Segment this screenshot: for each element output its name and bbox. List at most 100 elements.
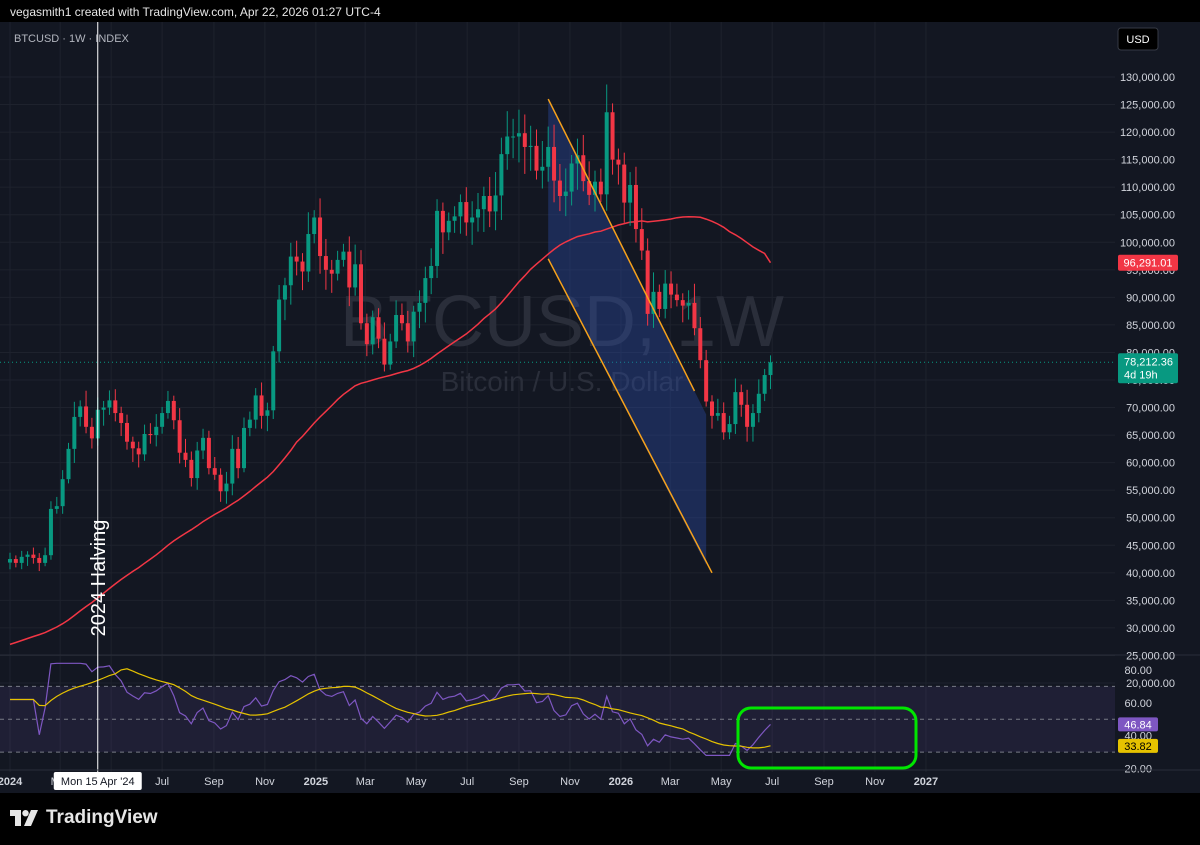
candle[interactable] [452,206,457,233]
candle[interactable] [756,379,761,423]
candle[interactable] [423,266,428,323]
candle[interactable] [516,109,521,163]
candle[interactable] [48,501,53,560]
candle[interactable] [604,84,609,211]
candle[interactable] [318,198,323,274]
candle[interactable] [253,388,258,429]
candle[interactable] [113,389,118,422]
candle[interactable] [142,424,147,461]
candle[interactable] [651,272,656,328]
candle[interactable] [639,208,644,260]
candle[interactable] [733,378,738,434]
candle[interactable] [476,192,480,232]
candle[interactable] [645,238,650,326]
candle[interactable] [125,414,129,450]
candle[interactable] [505,111,510,170]
candle[interactable] [136,441,141,468]
chart-area[interactable]: BTCUSD, 1W Bitcoin / U.S. Dollar 2024 Ha… [0,22,1200,793]
candle[interactable] [271,345,276,420]
candle[interactable] [745,389,750,442]
candle[interactable] [165,390,170,419]
candle[interactable] [417,290,422,329]
candle[interactable] [54,496,59,514]
candle[interactable] [674,283,679,307]
candle[interactable] [212,456,217,480]
currency-button[interactable]: USD [1126,34,1149,46]
candle[interactable] [710,395,714,429]
candle[interactable] [37,553,42,572]
halving-marker[interactable]: 2024 Halving [88,22,110,772]
candle[interactable] [692,283,697,336]
candle[interactable] [347,236,352,307]
candle[interactable] [195,441,200,490]
candle[interactable] [563,168,568,217]
candle[interactable] [388,333,393,370]
candle[interactable] [680,293,685,323]
candle[interactable] [201,428,206,460]
candle[interactable] [470,201,475,245]
candle[interactable] [721,402,726,440]
candle[interactable] [587,161,592,206]
price-axis[interactable]: 20,000.00 25,000.00 30,000.00 35,000.00 40,0… [1118,72,1178,690]
candle[interactable] [323,238,328,290]
candle[interactable] [493,172,498,231]
candle[interactable] [628,172,633,226]
candle[interactable] [370,310,375,355]
candle[interactable] [277,284,282,363]
candle[interactable] [236,437,241,479]
rsi-highlight-box[interactable] [736,706,918,770]
candle[interactable] [727,415,732,440]
rsi-pane[interactable] [0,662,1115,770]
candles[interactable] [8,84,773,572]
candle[interactable] [224,471,229,504]
candle[interactable] [107,390,112,415]
candle[interactable] [704,349,709,407]
candle[interactable] [183,438,188,468]
candle[interactable] [616,148,621,185]
candle[interactable] [130,436,135,463]
channel-upper-line[interactable] [547,98,696,392]
candle[interactable] [698,316,703,369]
candle[interactable] [657,284,662,318]
tradingview-logo[interactable]: TradingView [10,807,158,829]
candle[interactable] [359,250,363,330]
candle[interactable] [119,406,124,436]
candle[interactable] [534,129,539,180]
candle[interactable] [259,382,264,429]
candle[interactable] [171,395,176,430]
candle[interactable] [160,406,165,434]
candle[interactable] [382,322,387,372]
candle[interactable] [750,404,755,442]
channel-lower-line[interactable] [547,258,713,574]
candle[interactable] [768,355,773,390]
candle[interactable] [481,186,486,232]
candle[interactable] [19,550,24,570]
candle[interactable] [84,390,89,434]
candle[interactable] [522,114,527,174]
candle[interactable] [552,124,557,203]
candle[interactable] [394,300,399,349]
candle[interactable] [446,212,451,241]
candle[interactable] [487,176,492,228]
candle[interactable] [598,168,603,202]
candle[interactable] [429,248,434,295]
candle[interactable] [353,244,358,296]
candle[interactable] [376,308,381,349]
candle[interactable] [405,310,410,353]
price-chart-svg[interactable]: BTCUSD, 1W Bitcoin / U.S. Dollar 2024 Ha… [0,22,1200,793]
candle[interactable] [101,400,106,426]
candle[interactable] [335,250,340,281]
channel-lines[interactable] [547,98,713,574]
candle[interactable] [66,442,71,484]
candle[interactable] [148,423,153,444]
candle[interactable] [60,470,65,514]
candle[interactable] [411,305,416,358]
candle[interactable] [458,194,463,234]
candle[interactable] [300,253,305,291]
candle[interactable] [189,451,194,487]
candle[interactable] [230,435,235,496]
candle[interactable] [663,270,668,319]
candle[interactable] [31,547,36,564]
candle[interactable] [294,240,299,276]
